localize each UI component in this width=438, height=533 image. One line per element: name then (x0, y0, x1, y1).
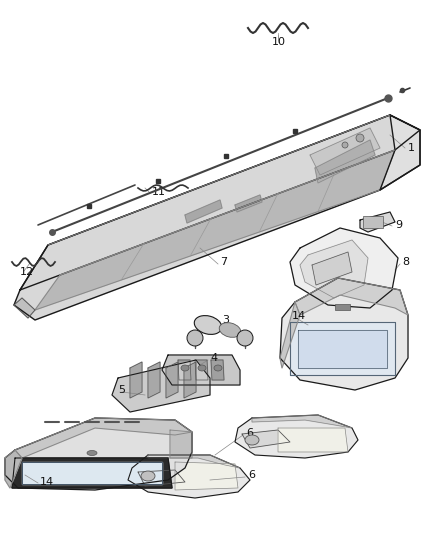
Polygon shape (310, 128, 380, 175)
Text: 14: 14 (40, 477, 54, 487)
Ellipse shape (219, 322, 241, 337)
Bar (363, 216, 383, 228)
Ellipse shape (141, 471, 155, 481)
Polygon shape (162, 355, 240, 385)
Ellipse shape (181, 365, 189, 371)
Polygon shape (178, 360, 191, 380)
Text: 7: 7 (220, 257, 227, 267)
Polygon shape (148, 455, 240, 468)
Polygon shape (35, 150, 395, 310)
Polygon shape (360, 212, 395, 232)
Polygon shape (280, 278, 408, 390)
Ellipse shape (198, 365, 206, 371)
Polygon shape (195, 360, 208, 380)
Polygon shape (211, 360, 224, 380)
Circle shape (237, 330, 253, 346)
Polygon shape (175, 462, 238, 490)
Polygon shape (128, 455, 250, 498)
Text: 10: 10 (272, 37, 286, 47)
Polygon shape (112, 360, 210, 412)
Polygon shape (5, 450, 22, 488)
Polygon shape (166, 362, 178, 398)
Polygon shape (148, 362, 160, 398)
Polygon shape (235, 195, 262, 212)
Bar (335, 304, 350, 310)
Polygon shape (14, 115, 420, 320)
Polygon shape (20, 115, 420, 290)
Ellipse shape (214, 365, 222, 371)
Polygon shape (5, 418, 192, 490)
Polygon shape (15, 418, 192, 458)
Text: 4: 4 (210, 353, 217, 363)
Polygon shape (300, 240, 368, 298)
Polygon shape (170, 430, 192, 458)
Polygon shape (312, 252, 352, 285)
Text: 14: 14 (292, 311, 306, 321)
Polygon shape (298, 330, 387, 368)
Polygon shape (14, 298, 35, 318)
Text: 12: 12 (20, 267, 34, 277)
Polygon shape (12, 458, 172, 488)
Polygon shape (252, 415, 352, 428)
Circle shape (356, 134, 364, 142)
Text: 1: 1 (408, 143, 415, 153)
Polygon shape (315, 140, 375, 183)
Polygon shape (185, 200, 222, 223)
Polygon shape (380, 115, 420, 190)
Polygon shape (138, 470, 185, 486)
Text: 3: 3 (222, 315, 229, 325)
Polygon shape (22, 462, 162, 484)
Text: 8: 8 (402, 257, 409, 267)
Text: 9: 9 (395, 220, 402, 230)
Circle shape (187, 330, 203, 346)
Ellipse shape (87, 450, 97, 456)
Polygon shape (235, 415, 358, 458)
Polygon shape (295, 278, 408, 315)
Text: 5: 5 (118, 385, 125, 395)
Text: 6: 6 (246, 428, 253, 438)
Polygon shape (130, 362, 142, 398)
Ellipse shape (245, 435, 259, 445)
Polygon shape (290, 322, 395, 375)
Text: 11: 11 (152, 187, 166, 197)
Polygon shape (242, 430, 290, 448)
Circle shape (342, 142, 348, 148)
Polygon shape (290, 228, 398, 308)
Ellipse shape (194, 316, 222, 334)
Polygon shape (184, 362, 196, 398)
Text: 6: 6 (248, 470, 255, 480)
Polygon shape (278, 428, 348, 452)
Polygon shape (280, 302, 300, 368)
